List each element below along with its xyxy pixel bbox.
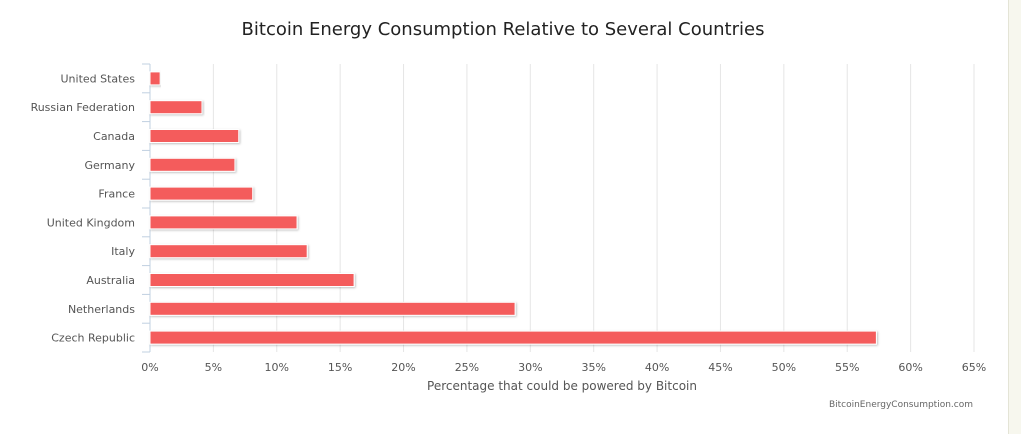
- bar[interactable]: [149, 301, 516, 316]
- gridlines: [212, 64, 975, 352]
- x-tick-label: 60%: [898, 361, 922, 374]
- axes: [142, 63, 151, 353]
- credit-link[interactable]: BitcoinEnergyConsumption.com: [829, 400, 973, 410]
- category-label: Netherlands: [68, 303, 135, 316]
- bar[interactable]: [149, 330, 877, 345]
- bar[interactable]: [149, 71, 161, 86]
- category-label: Czech Republic: [51, 332, 135, 345]
- x-tick-label: 50%: [772, 361, 796, 374]
- x-tick-label: 55%: [835, 361, 859, 374]
- category-label: Germany: [84, 159, 135, 172]
- chart-title: Bitcoin Energy Consumption Relative to S…: [242, 19, 765, 40]
- x-tick-label: 10%: [265, 361, 289, 374]
- x-tick-label: 40%: [645, 361, 669, 374]
- bar[interactable]: [149, 215, 298, 230]
- x-axis-title: Percentage that could be powered by Bitc…: [427, 379, 697, 393]
- category-label: Russian Federation: [31, 101, 135, 114]
- category-label: Italy: [111, 245, 135, 258]
- category-label: France: [98, 188, 135, 201]
- category-labels: United States Russian Federation Canada Ger…: [31, 72, 136, 344]
- x-tick-label: 15%: [328, 361, 352, 374]
- x-tick-label: 0%: [141, 361, 158, 374]
- x-tick-label: 35%: [581, 361, 605, 374]
- x-tick-label: 30%: [518, 361, 542, 374]
- bars: [149, 71, 877, 345]
- x-tick-labels: 0% 5% 10% 15% 20% 25% 30% 35% 40% 45% 50% 55% 60% 65%: [141, 361, 986, 374]
- x-tick-label: 5%: [205, 361, 222, 374]
- category-label: Australia: [86, 274, 135, 287]
- scrollbar-track[interactable]: [1008, 0, 1021, 434]
- category-label: United Kingdom: [47, 216, 135, 229]
- bar[interactable]: [149, 186, 254, 201]
- x-tick-label: 20%: [391, 361, 415, 374]
- bar[interactable]: [149, 129, 240, 143]
- bar[interactable]: [149, 157, 236, 172]
- bar[interactable]: [149, 244, 308, 259]
- x-tick-label: 25%: [455, 361, 479, 374]
- category-label: Canada: [93, 130, 135, 143]
- bar[interactable]: [149, 100, 203, 115]
- x-tick-label: 45%: [708, 361, 732, 374]
- x-tick-label: 65%: [962, 361, 986, 374]
- category-label: United States: [61, 72, 136, 85]
- bar[interactable]: [149, 273, 355, 287]
